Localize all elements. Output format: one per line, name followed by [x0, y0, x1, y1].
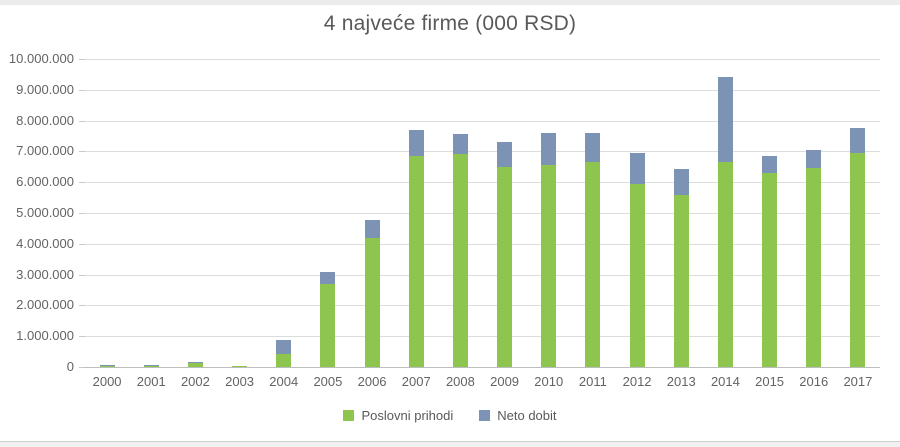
- bar-segment-poslovni-prihodi-2007: [408, 156, 424, 367]
- bar-segment-poslovni-prihodi-2010: [541, 165, 557, 367]
- y-axis-tick-label: 8.000.000: [16, 112, 74, 128]
- bar-segment-poslovni-prihodi-2008: [452, 154, 468, 367]
- bar-segment-neto-dobit-2014: [717, 77, 733, 162]
- x-axis-tick-label: 2015: [755, 374, 785, 389]
- chart-title: 4 najveće firme (000 RSD): [323, 12, 577, 35]
- bar-segment-neto-dobit-2011: [585, 133, 601, 162]
- bar-segment-poslovni-prihodi-2014: [717, 162, 733, 367]
- x-axis-tick-label: 2017: [843, 374, 873, 389]
- bar-segment-poslovni-prihodi-2001: [143, 366, 159, 367]
- x-axis-tick-label: 2004: [269, 374, 299, 389]
- bar-segment-neto-dobit-2015: [762, 156, 778, 173]
- bar-segment-poslovni-prihodi-2017: [850, 153, 866, 367]
- x-axis-tick-label: 2012: [622, 374, 652, 389]
- bar-segment-poslovni-prihodi-2000: [99, 366, 115, 367]
- x-axis-tick-label: 2005: [313, 374, 343, 389]
- y-axis-tick-mark: [79, 182, 85, 184]
- top-edge-strip: [0, 0, 900, 5]
- y-axis-tick-mark: [79, 367, 85, 368]
- gridline: [85, 151, 880, 153]
- x-axis-tick-label: 2010: [534, 374, 564, 389]
- y-axis-tick-label: 5.000.000: [16, 205, 74, 220]
- bar-segment-neto-dobit-2008: [452, 134, 468, 154]
- y-axis-tick-mark: [79, 120, 85, 122]
- bar-segment-neto-dobit-2010: [541, 133, 557, 165]
- gridline: [85, 182, 880, 184]
- bar-segment-neto-dobit-2017: [850, 128, 866, 153]
- y-axis-tick-label: 6.000.000: [16, 174, 74, 190]
- y-axis-tick-mark: [79, 336, 85, 338]
- bar-segment-poslovni-prihodi-2009: [497, 167, 513, 367]
- x-axis-line: [85, 367, 880, 368]
- bar-segment-neto-dobit-2013: [673, 169, 689, 195]
- x-axis-tick-label: 2000: [92, 374, 122, 389]
- bar-segment-poslovni-prihodi-2005: [320, 284, 336, 367]
- bar-segment-poslovni-prihodi-2002: [187, 363, 203, 367]
- bar-segment-neto-dobit-2005: [320, 272, 336, 284]
- y-axis-tick-mark: [79, 274, 85, 276]
- x-axis-tick-label: 2009: [490, 374, 520, 389]
- y-axis-tick-label: 2.000.000: [16, 297, 74, 313]
- legend-item-neto-dobit: Neto dobit: [479, 408, 557, 423]
- y-axis-tick-mark: [79, 305, 85, 307]
- bottom-edge-strip: [0, 441, 900, 447]
- bar-segment-poslovni-prihodi-2015: [762, 173, 778, 367]
- bar-segment-neto-dobit-2007: [408, 130, 424, 156]
- gridline: [85, 274, 880, 276]
- gridline: [85, 59, 880, 60]
- legend-label: Poslovni prihodi: [361, 408, 454, 423]
- y-axis-tick-label: 10.000.000: [8, 51, 74, 66]
- bar-segment-poslovni-prihodi-2012: [629, 184, 645, 367]
- bar-segment-neto-dobit-2001: [143, 365, 159, 366]
- y-axis-tick-mark: [79, 59, 85, 60]
- legend-item-poslovni-prihodi: Poslovni prihodi: [343, 408, 453, 423]
- bar-segment-neto-dobit-2002: [187, 362, 203, 363]
- bar-segment-neto-dobit-2016: [806, 150, 822, 168]
- bar-segment-neto-dobit-2004: [276, 340, 292, 354]
- bar-segment-neto-dobit-2009: [497, 142, 513, 167]
- gridline: [85, 336, 880, 338]
- x-axis-tick-label: 2011: [578, 374, 607, 389]
- bar-segment-poslovni-prihodi-2004: [276, 354, 292, 367]
- x-axis-tick-label: 2007: [401, 374, 431, 389]
- gridline: [85, 243, 880, 245]
- bar-segment-poslovni-prihodi-2013: [673, 195, 689, 367]
- bar-segment-neto-dobit-2012: [629, 153, 645, 184]
- y-axis-tick-label: 0: [66, 359, 74, 374]
- bar-segment-poslovni-prihodi-2003: [232, 366, 248, 367]
- bar-segment-poslovni-prihodi-2006: [364, 238, 380, 367]
- y-axis-tick-mark: [79, 213, 85, 214]
- y-axis-tick-label: 3.000.000: [16, 266, 74, 282]
- y-axis-tick-label: 7.000.000: [16, 143, 74, 159]
- y-axis-tick-mark: [79, 243, 85, 245]
- gridline: [85, 305, 880, 307]
- bar-segment-poslovni-prihodi-2016: [806, 168, 822, 367]
- x-axis-tick-label: 2013: [666, 374, 696, 389]
- y-axis-tick-mark: [79, 151, 85, 153]
- legend-marker-icon: [343, 410, 355, 421]
- y-axis-tick-label: 4.000.000: [16, 235, 74, 251]
- x-axis-tick-label: 2003: [225, 374, 255, 389]
- x-axis-tick-label: 2008: [445, 374, 475, 389]
- bar-segment-neto-dobit-2006: [364, 220, 380, 238]
- gridline: [85, 120, 880, 122]
- bar-segment-poslovni-prihodi-2011: [585, 162, 601, 367]
- x-axis-tick-label: 2001: [136, 374, 166, 389]
- plot-area: [85, 59, 880, 368]
- y-axis-tick-label: 1.000.000: [16, 328, 74, 344]
- y-axis-tick-label: 9.000.000: [16, 81, 74, 97]
- x-axis-tick-label: 2006: [357, 374, 387, 389]
- chart-legend: Poslovni prihodi Neto dobit: [0, 408, 900, 423]
- x-axis-tick-label: 2016: [799, 374, 829, 389]
- gridline: [85, 213, 880, 214]
- x-axis-tick-label: 2002: [180, 374, 210, 389]
- gridline: [85, 89, 880, 91]
- y-axis-tick-mark: [79, 89, 85, 91]
- legend-marker-icon: [479, 410, 491, 421]
- legend-label: Neto dobit: [497, 408, 557, 423]
- bar-segment-neto-dobit-2000: [99, 365, 115, 366]
- x-axis-tick-label: 2014: [710, 374, 740, 389]
